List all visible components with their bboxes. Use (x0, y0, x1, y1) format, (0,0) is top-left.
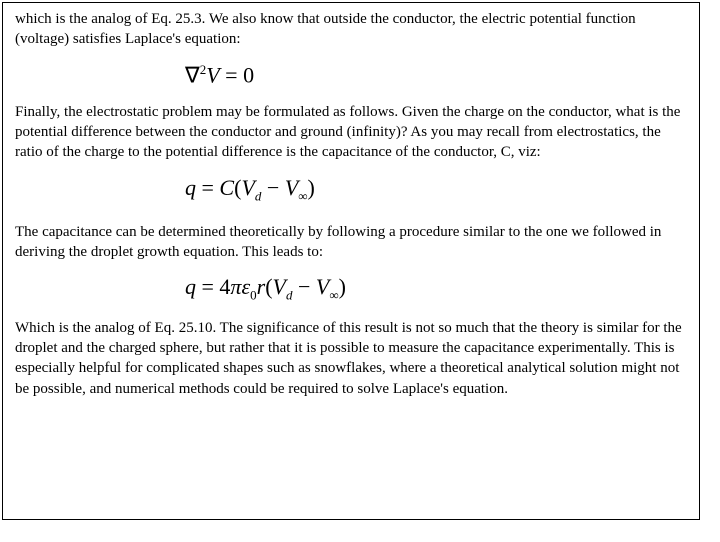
equation-capacitance-def: q = C(Vd − V∞) (15, 175, 687, 204)
paragraph-3: The capacitance can be determined theore… (15, 222, 687, 263)
paragraph-1: which is the analog of Eq. 25.3. We also… (15, 9, 687, 50)
paragraph-2: Finally, the electrostatic problem may b… (15, 102, 687, 163)
paragraph-4: Which is the analog of Eq. 25.10. The si… (15, 318, 687, 399)
page-frame: which is the analog of Eq. 25.3. We also… (2, 2, 700, 520)
equation-capacitance-sphere: q = 4πε0r(Vd − V∞) (15, 274, 687, 303)
equation-laplace: ∇2V = 0 (15, 62, 687, 88)
